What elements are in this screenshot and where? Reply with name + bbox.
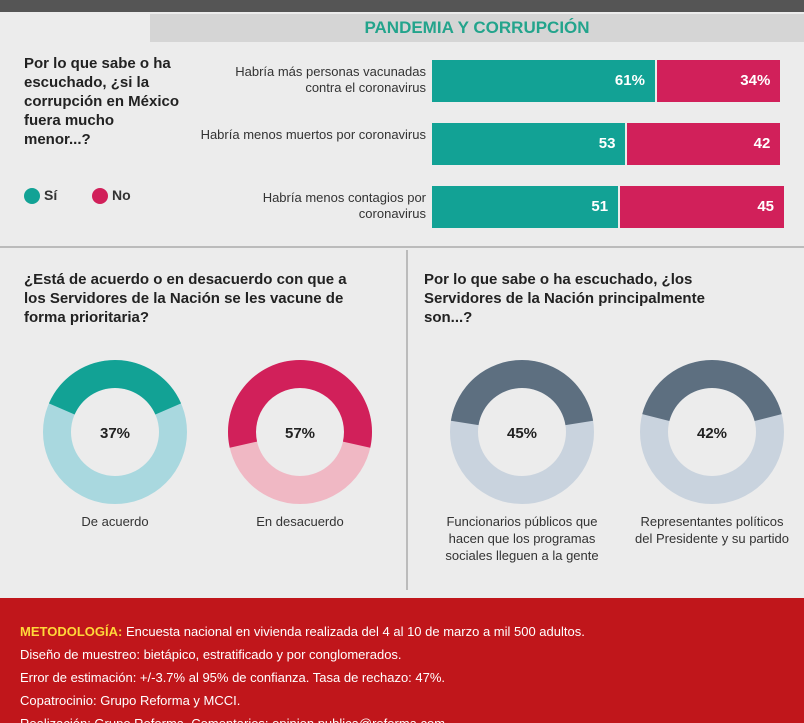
header-title: PANDEMIA Y CORRUPCIÓN	[150, 14, 804, 42]
donut-arc	[228, 360, 372, 448]
category-label: Habría más personas vacunadas contra el …	[235, 64, 426, 95]
bar-segment: 61%	[432, 60, 655, 102]
donuts: 37% 57% 45% 42%	[43, 359, 784, 504]
donut-value: 42%	[697, 425, 727, 442]
bar-segment: 45	[620, 186, 784, 228]
methodology-line: Copatrocinio: Grupo Reforma y MCCI.	[20, 693, 241, 708]
methodology-line: Diseño de muestreo: bietápico, estratifi…	[20, 647, 402, 662]
donut-value: 57%	[285, 425, 315, 442]
legend-label: No	[112, 187, 131, 203]
question: Por lo que sabe o ha escuchado, ¿los Ser…	[424, 271, 705, 326]
methodology-line: METODOLOGÍA: Encuesta nacional en vivien…	[20, 624, 585, 639]
donut-arc	[450, 359, 594, 426]
donut-label: Funcionarios públicos que hacen que los …	[445, 514, 599, 563]
text: Encuesta nacional en vivienda realizada …	[125, 624, 585, 639]
category-label: Habría menos contagios por coronavirus	[262, 190, 426, 221]
donut-arc	[48, 360, 182, 415]
bar-segment: 53	[432, 123, 626, 165]
bar-segment: 42	[627, 123, 781, 165]
legend-label: Sí	[44, 187, 58, 203]
bar-segment: 51	[432, 186, 619, 228]
donut-value: 45%	[507, 425, 537, 442]
top-strip	[0, 0, 804, 12]
bar-segment: 34%	[656, 60, 781, 102]
question: ¿Está de acuerdo o en desacuerdo con que…	[24, 271, 347, 326]
legend-swatch	[24, 188, 40, 204]
question: Por lo que sabe o ha escuchado, ¿si la c…	[24, 55, 180, 148]
divider	[406, 250, 408, 590]
legend-swatch	[92, 188, 108, 204]
methodology-label: METODOLOGÍA:	[20, 624, 123, 639]
donut-value: 37%	[100, 425, 130, 442]
divider	[0, 246, 804, 248]
donut-label: Representantes políticos del Presidente …	[635, 514, 789, 546]
donut-label: En desacuerdo	[256, 514, 344, 529]
methodology-line: Realización: Grupo Reforma. Comentarios:…	[20, 716, 445, 723]
donut-arc	[642, 360, 782, 422]
methodology-line: Error de estimación: +/-3.7% al 95% de c…	[20, 670, 446, 685]
donut-label: De acuerdo	[81, 514, 149, 529]
category-label: Habría menos muertos por coronavirus	[200, 127, 426, 142]
methodology: METODOLOGÍA: Encuesta nacional en vivien…	[0, 598, 804, 723]
